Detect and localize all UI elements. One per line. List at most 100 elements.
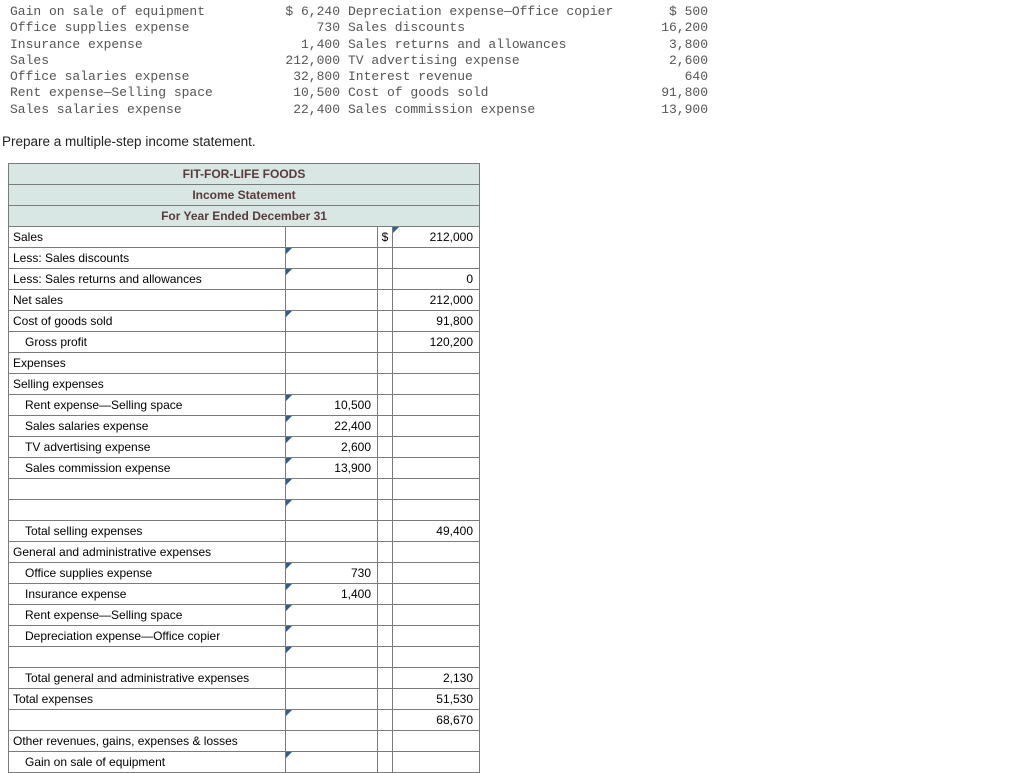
amount-cell-2[interactable] (393, 373, 480, 394)
line-item-label[interactable] (9, 646, 286, 667)
table-row: General and administrative expenses (9, 541, 480, 562)
amount-cell-1[interactable] (286, 268, 378, 289)
line-item-label[interactable]: Total selling expenses (9, 520, 286, 541)
src-value: 2,600 (638, 53, 708, 69)
table-row: Rent expense—Selling space (9, 604, 480, 625)
line-item-label[interactable]: Gain on sale of equipment (9, 751, 286, 772)
amount-cell-2[interactable]: 0 (393, 268, 480, 289)
line-item-label[interactable]: Cost of goods sold (9, 310, 286, 331)
amount-cell-1[interactable] (286, 667, 378, 688)
amount-cell-1[interactable]: 10,500 (286, 394, 378, 415)
amount-cell-2[interactable]: 91,800 (393, 310, 480, 331)
line-item-label[interactable] (9, 478, 286, 499)
amount-cell-2[interactable] (393, 436, 480, 457)
amount-cell-1[interactable]: 730 (286, 562, 378, 583)
line-item-label[interactable]: Rent expense—Selling space (9, 394, 286, 415)
amount-cell-2[interactable] (393, 583, 480, 604)
currency-symbol (378, 457, 393, 478)
table-row: Selling expenses (9, 373, 480, 394)
income-statement-table: FIT-FOR-LIFE FOODSIncome StatementFor Ye… (8, 163, 480, 773)
src-label: Office supplies expense (10, 20, 240, 36)
amount-cell-2[interactable]: 212,000 (393, 289, 480, 310)
source-data-row: Sales salaries expense22,400Sales commis… (10, 102, 1014, 118)
amount-cell-2[interactable] (393, 499, 480, 520)
amount-cell-2[interactable] (393, 352, 480, 373)
src-value: 16,200 (638, 20, 708, 36)
amount-cell-1[interactable] (286, 226, 378, 247)
amount-cell-1[interactable] (286, 352, 378, 373)
src-value: 1,400 (240, 37, 348, 53)
amount-cell-2[interactable] (393, 247, 480, 268)
src-value: 640 (638, 69, 708, 85)
amount-cell-2[interactable] (393, 646, 480, 667)
line-item-label[interactable]: Expenses (9, 352, 286, 373)
table-row: Cost of goods sold 91,800 (9, 310, 480, 331)
amount-cell-2[interactable] (393, 541, 480, 562)
line-item-label[interactable]: Selling expenses (9, 373, 286, 394)
amount-cell-1[interactable]: 13,900 (286, 457, 378, 478)
currency-symbol (378, 604, 393, 625)
table-row: Depreciation expense—Office copier (9, 625, 480, 646)
line-item-label[interactable]: Total general and administrative expense… (9, 667, 286, 688)
amount-cell-1[interactable] (286, 541, 378, 562)
line-item-label[interactable]: Total expenses (9, 688, 286, 709)
line-item-label[interactable]: Depreciation expense—Office copier (9, 625, 286, 646)
amount-cell-1[interactable] (286, 310, 378, 331)
amount-cell-1[interactable]: 2,600 (286, 436, 378, 457)
amount-cell-2[interactable] (393, 478, 480, 499)
amount-cell-2[interactable] (393, 604, 480, 625)
table-row: Sales salaries expense22,400 (9, 415, 480, 436)
amount-cell-1[interactable] (286, 709, 378, 730)
line-item-label[interactable]: Sales salaries expense (9, 415, 286, 436)
amount-cell-1[interactable]: 1,400 (286, 583, 378, 604)
line-item-label[interactable]: Sales commission expense (9, 457, 286, 478)
line-item-label[interactable]: Rent expense—Selling space (9, 604, 286, 625)
line-item-label[interactable]: Other revenues, gains, expenses & losses (9, 730, 286, 751)
line-item-label[interactable]: Gross profit (9, 331, 286, 352)
amount-cell-2[interactable]: 68,670 (393, 709, 480, 730)
line-item-label[interactable]: TV advertising expense (9, 436, 286, 457)
line-item-label[interactable]: Sales (9, 226, 286, 247)
amount-cell-2[interactable] (393, 415, 480, 436)
table-row (9, 499, 480, 520)
line-item-label[interactable]: Less: Sales returns and allowances (9, 268, 286, 289)
amount-cell-1[interactable] (286, 289, 378, 310)
amount-cell-2[interactable]: 2,130 (393, 667, 480, 688)
amount-cell-2[interactable]: 212,000 (393, 226, 480, 247)
amount-cell-1[interactable] (286, 688, 378, 709)
amount-cell-1[interactable] (286, 730, 378, 751)
amount-cell-2[interactable]: 49,400 (393, 520, 480, 541)
line-item-label[interactable]: Insurance expense (9, 583, 286, 604)
amount-cell-1[interactable] (286, 604, 378, 625)
amount-cell-2[interactable] (393, 457, 480, 478)
table-row (9, 646, 480, 667)
amount-cell-1[interactable] (286, 646, 378, 667)
line-item-label[interactable] (9, 709, 286, 730)
line-item-label[interactable]: Office supplies expense (9, 562, 286, 583)
currency-symbol (378, 310, 393, 331)
amount-cell-1[interactable] (286, 478, 378, 499)
amount-cell-2[interactable]: 120,200 (393, 331, 480, 352)
amount-cell-1[interactable] (286, 520, 378, 541)
amount-cell-1[interactable]: 22,400 (286, 415, 378, 436)
amount-cell-1[interactable] (286, 751, 378, 772)
amount-cell-2[interactable] (393, 730, 480, 751)
source-data-table: Gain on sale of equipment$ 6,240Deprecia… (0, 0, 1024, 124)
table-row: Less: Sales discounts (9, 247, 480, 268)
amount-cell-1[interactable] (286, 499, 378, 520)
line-item-label[interactable] (9, 499, 286, 520)
line-item-label[interactable]: Less: Sales discounts (9, 247, 286, 268)
amount-cell-2[interactable] (393, 394, 480, 415)
amount-cell-1[interactable] (286, 331, 378, 352)
amount-cell-2[interactable] (393, 625, 480, 646)
line-item-label[interactable]: Net sales (9, 289, 286, 310)
amount-cell-2[interactable]: 51,530 (393, 688, 480, 709)
amount-cell-2[interactable] (393, 562, 480, 583)
currency-symbol (378, 688, 393, 709)
line-item-label[interactable]: General and administrative expenses (9, 541, 286, 562)
amount-cell-1[interactable] (286, 625, 378, 646)
amount-cell-2[interactable] (393, 751, 480, 772)
amount-cell-1[interactable] (286, 373, 378, 394)
instruction-text: Prepare a multiple-step income statement… (0, 124, 1024, 163)
amount-cell-1[interactable] (286, 247, 378, 268)
